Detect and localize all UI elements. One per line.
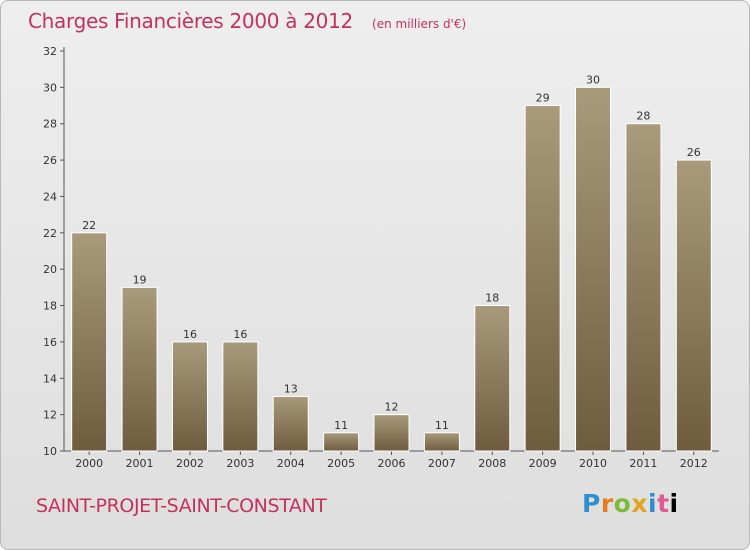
logo-letter: i xyxy=(648,489,658,518)
bar xyxy=(524,105,561,452)
logo-letter: o xyxy=(613,489,632,518)
x-tick-label: 2004 xyxy=(277,457,305,470)
x-tick-label: 2001 xyxy=(126,457,154,470)
y-tick-label: 24 xyxy=(43,190,57,203)
x-tick-label: 2009 xyxy=(529,457,557,470)
x-tick-label: 2003 xyxy=(226,457,254,470)
y-tick-label: 14 xyxy=(43,372,57,385)
bar xyxy=(423,432,460,452)
logo-letter: r xyxy=(600,489,614,518)
y-tick-label: 20 xyxy=(43,263,57,276)
data-label: 11 xyxy=(334,419,348,432)
y-tick-label: 16 xyxy=(43,336,57,349)
bar xyxy=(121,286,158,452)
data-label: 16 xyxy=(183,328,197,341)
y-tick-label: 18 xyxy=(43,300,57,313)
data-label: 11 xyxy=(435,419,449,432)
logo-letter: P xyxy=(582,489,601,518)
bar xyxy=(323,432,360,452)
x-tick-label: 2002 xyxy=(176,457,204,470)
x-tick-label: 2007 xyxy=(428,457,456,470)
y-tick-label: 10 xyxy=(43,445,57,458)
y-tick-label: 32 xyxy=(43,45,57,58)
x-tick-label: 2010 xyxy=(579,457,607,470)
data-label: 28 xyxy=(636,110,650,123)
bars xyxy=(71,86,712,452)
proxiti-logo[interactable]: Proxiti xyxy=(582,489,679,518)
x-tick-label: 2012 xyxy=(680,457,708,470)
x-tick-label: 2011 xyxy=(629,457,657,470)
y-tick-label: 22 xyxy=(43,227,57,240)
data-labels: 22 19 16 16 13 11 12 11 18 29 30 28 26 xyxy=(82,73,701,431)
bar xyxy=(625,123,662,452)
y-tick-label: 30 xyxy=(43,81,57,94)
data-label: 18 xyxy=(485,292,499,305)
y-tick-label: 28 xyxy=(43,118,57,131)
y-tick-label: 26 xyxy=(43,154,57,167)
bar xyxy=(171,341,208,452)
y-tick-label: 12 xyxy=(43,409,57,422)
x-axis: 2000 2001 2002 2003 2004 2005 2006 2007 2008 2009… xyxy=(64,450,719,470)
bar xyxy=(575,86,612,452)
data-label: 29 xyxy=(536,92,550,105)
data-label: 13 xyxy=(284,382,298,395)
bar xyxy=(675,159,712,452)
data-label: 12 xyxy=(385,401,399,414)
bar xyxy=(272,395,309,452)
bar xyxy=(474,305,511,452)
y-axis: 10 12 14 16 18 20 22 24 26 28 30 32 xyxy=(43,45,65,458)
logo-letter: i xyxy=(669,489,679,518)
logo-letter: x xyxy=(631,489,648,518)
chart-title-unit: (en milliers d'€) xyxy=(372,17,467,31)
data-label: 22 xyxy=(82,219,96,232)
chart-title: Charges Financières 2000 à 2012 (en mill… xyxy=(28,9,466,33)
logo-letter: t xyxy=(657,489,670,518)
x-tick-label: 2008 xyxy=(478,457,506,470)
data-label: 16 xyxy=(233,328,247,341)
data-label: 30 xyxy=(586,73,600,86)
data-label: 19 xyxy=(133,273,147,286)
bar xyxy=(71,232,108,452)
x-tick-label: 2006 xyxy=(378,457,406,470)
commune-name: SAINT-PROJET-SAINT-CONSTANT xyxy=(36,495,327,517)
data-label: 26 xyxy=(687,146,701,159)
bar xyxy=(222,341,259,452)
bar xyxy=(373,414,410,452)
chart-title-main: Charges Financières 2000 à 2012 xyxy=(28,9,353,33)
x-tick-label: 2005 xyxy=(327,457,355,470)
x-tick-label: 2000 xyxy=(75,457,103,470)
